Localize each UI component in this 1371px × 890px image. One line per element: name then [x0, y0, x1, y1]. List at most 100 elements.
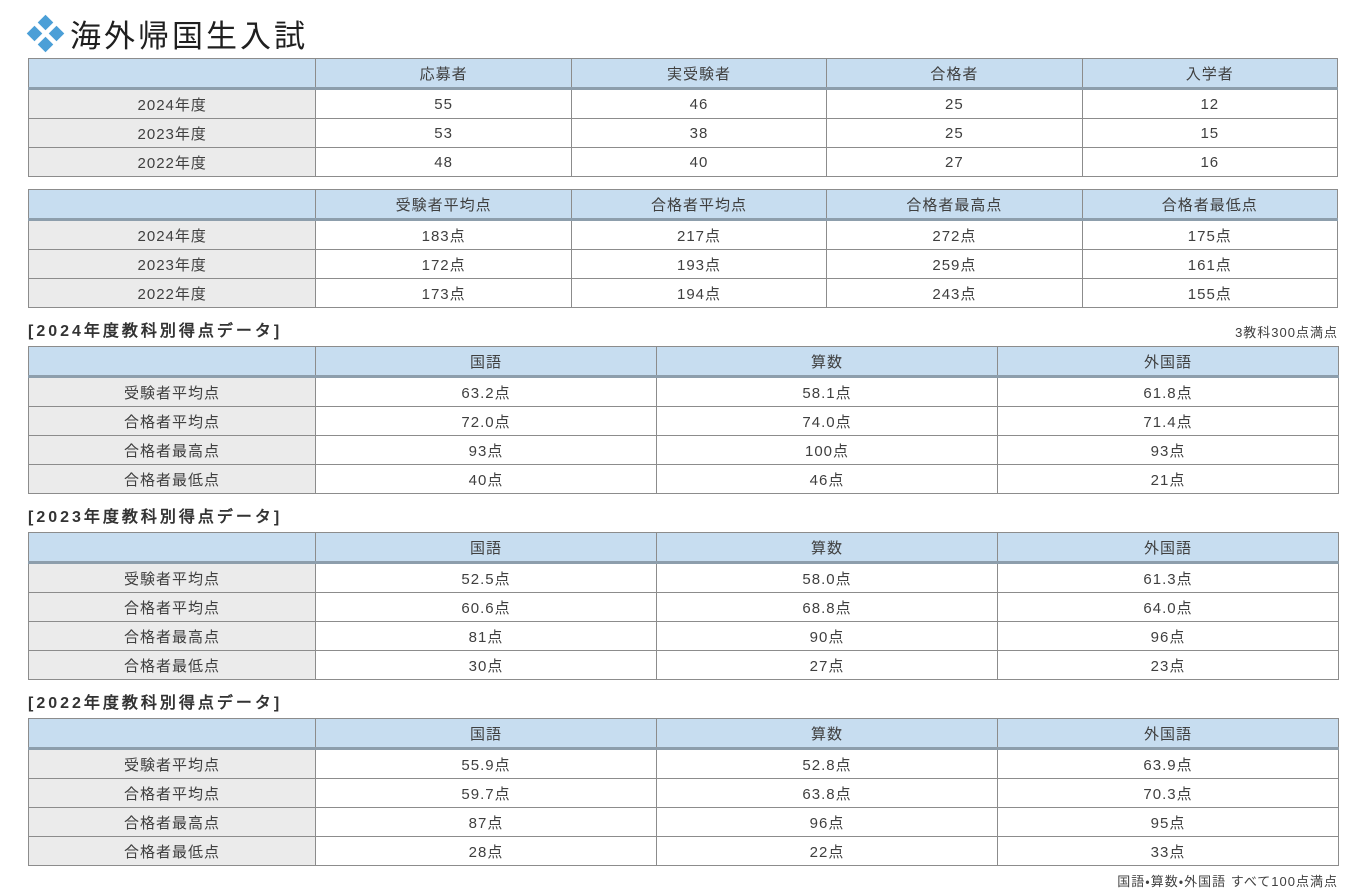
table-cell: 61.8点 — [997, 376, 1339, 407]
table-cell: 23点 — [997, 650, 1339, 680]
table-cell: 193点 — [570, 249, 828, 279]
column-header-enrolled: 入学者 — [1081, 58, 1339, 90]
table-row: 2023年度 53 38 25 15 — [27, 118, 1339, 148]
table-cell: 72.0点 — [315, 406, 657, 436]
table-header-row: 応募者 実受験者 合格者 入学者 — [27, 58, 1339, 90]
table-cell: 46 — [570, 88, 828, 119]
table-cell: 172点 — [315, 249, 572, 279]
table-row: 合格者最低点 40点 46点 21点 — [28, 464, 1339, 494]
table-cell: 48 — [315, 147, 572, 177]
page-header: 海外帰国生入試 — [26, 10, 1338, 56]
table-row: 合格者最高点 87点 96点 95点 — [28, 807, 1339, 837]
table-cell: 15 — [1081, 118, 1339, 148]
table-cell: 194点 — [570, 278, 828, 308]
table-row: 2024年度 183点 217点 272点 175点 — [27, 219, 1339, 250]
column-header-foreign-language: 外国語 — [997, 346, 1339, 378]
table-cell: 64.0点 — [997, 592, 1339, 622]
table-cell: 259点 — [826, 249, 1083, 279]
table-row: 合格者平均点 60.6点 68.8点 64.0点 — [28, 592, 1339, 622]
column-header-examinee-average: 受験者平均点 — [315, 189, 572, 221]
table-cell: 27 — [826, 147, 1083, 177]
section-heading-2022: [2022年度教科別得点データ] — [28, 695, 283, 712]
table-row: 2023年度 172点 193点 259点 161点 — [27, 249, 1339, 279]
table-cell: 21点 — [997, 464, 1339, 494]
table-cell: 55.9点 — [315, 748, 657, 779]
table-cell: 25 — [826, 118, 1083, 148]
table-cell: 28点 — [315, 836, 657, 866]
table-cell: 155点 — [1081, 278, 1339, 308]
row-label: 2023年度 — [27, 118, 317, 148]
table-cell: 16 — [1081, 147, 1339, 177]
table-cell: 60.6点 — [315, 592, 657, 622]
row-label: 合格者最高点 — [28, 435, 316, 465]
row-label: 2023年度 — [27, 249, 317, 279]
table-cell: 70.3点 — [997, 778, 1339, 808]
table-cell: 93点 — [315, 435, 657, 465]
table-row: 2024年度 55 46 25 12 — [27, 88, 1339, 119]
table-cell: 40 — [570, 147, 828, 177]
table-cell: 22点 — [656, 836, 998, 866]
table-cell: 63.9点 — [997, 748, 1339, 779]
table-cell: 183点 — [315, 219, 572, 250]
blank-corner-cell — [28, 532, 316, 564]
column-header-math: 算数 — [656, 346, 998, 378]
column-header-foreign-language: 外国語 — [997, 718, 1339, 750]
table-cell: 161点 — [1081, 249, 1339, 279]
table-cell: 175点 — [1081, 219, 1339, 250]
table-cell: 30点 — [315, 650, 657, 680]
row-label: 受験者平均点 — [28, 376, 316, 407]
table-cell: 96点 — [997, 621, 1339, 651]
table-cell: 33点 — [997, 836, 1339, 866]
admissions-summary-table: 応募者 実受験者 合格者 入学者 2024年度 55 46 25 12 2023… — [27, 58, 1339, 177]
row-label: 合格者平均点 — [28, 406, 316, 436]
blank-corner-cell — [28, 718, 316, 750]
column-header-math: 算数 — [656, 532, 998, 564]
section-line-2024: [2024年度教科別得点データ] 3教科300点満点 — [28, 317, 1338, 341]
row-label: 合格者最低点 — [28, 464, 316, 494]
table-cell: 58.1点 — [656, 376, 998, 407]
table-header-row: 国語 算数 外国語 — [28, 532, 1339, 564]
column-header-applicants: 応募者 — [315, 58, 572, 90]
table-cell: 95点 — [997, 807, 1339, 837]
table-cell: 12 — [1081, 88, 1339, 119]
table-cell: 173点 — [315, 278, 572, 308]
table-row: 受験者平均点 55.9点 52.8点 63.9点 — [28, 748, 1339, 779]
column-header-accepted: 合格者 — [826, 58, 1083, 90]
max-score-note: 3教科300点満点 — [1235, 325, 1338, 340]
table-cell: 63.2点 — [315, 376, 657, 407]
table-row: 受験者平均点 63.2点 58.1点 61.8点 — [28, 376, 1339, 407]
row-label: 合格者最低点 — [28, 650, 316, 680]
subject-score-table-2023: 国語 算数 外国語 受験者平均点 52.5点 58.0点 61.3点 合格者平均… — [28, 532, 1339, 680]
column-header-examinees: 実受験者 — [570, 58, 828, 90]
table-cell: 53 — [315, 118, 572, 148]
table-cell: 272点 — [826, 219, 1083, 250]
table-cell: 68.8点 — [656, 592, 998, 622]
table-cell: 90点 — [656, 621, 998, 651]
table-cell: 217点 — [570, 219, 828, 250]
table-row: 受験者平均点 52.5点 58.0点 61.3点 — [28, 562, 1339, 593]
table-row: 合格者最高点 93点 100点 93点 — [28, 435, 1339, 465]
total-score-table: 受験者平均点 合格者平均点 合格者最高点 合格者最低点 2024年度 183点 … — [27, 189, 1339, 308]
column-header-accepted-lowest: 合格者最低点 — [1081, 189, 1339, 221]
row-label: 2022年度 — [27, 147, 317, 177]
table-cell: 40点 — [315, 464, 657, 494]
table-cell: 61.3点 — [997, 562, 1339, 593]
section-line-2022: [2022年度教科別得点データ] — [28, 689, 1338, 713]
table-header-row: 国語 算数 外国語 — [28, 346, 1339, 378]
row-label: 合格者平均点 — [28, 592, 316, 622]
table-header-row: 受験者平均点 合格者平均点 合格者最高点 合格者最低点 — [27, 189, 1339, 221]
table-cell: 38 — [570, 118, 828, 148]
page-title: 海外帰国生入試 — [70, 18, 308, 54]
table-cell: 27点 — [656, 650, 998, 680]
column-header-accepted-average: 合格者平均点 — [570, 189, 828, 221]
section-heading-2024: [2024年度教科別得点データ] — [28, 323, 283, 340]
table-header-row: 国語 算数 外国語 — [28, 718, 1339, 750]
table-cell: 59.7点 — [315, 778, 657, 808]
section-heading-2023: [2023年度教科別得点データ] — [28, 509, 283, 526]
table-cell: 96点 — [656, 807, 998, 837]
column-header-japanese: 国語 — [315, 532, 657, 564]
row-label: 受験者平均点 — [28, 748, 316, 779]
row-label: 2024年度 — [27, 88, 317, 119]
blank-corner-cell — [27, 58, 317, 90]
blank-corner-cell — [28, 346, 316, 378]
